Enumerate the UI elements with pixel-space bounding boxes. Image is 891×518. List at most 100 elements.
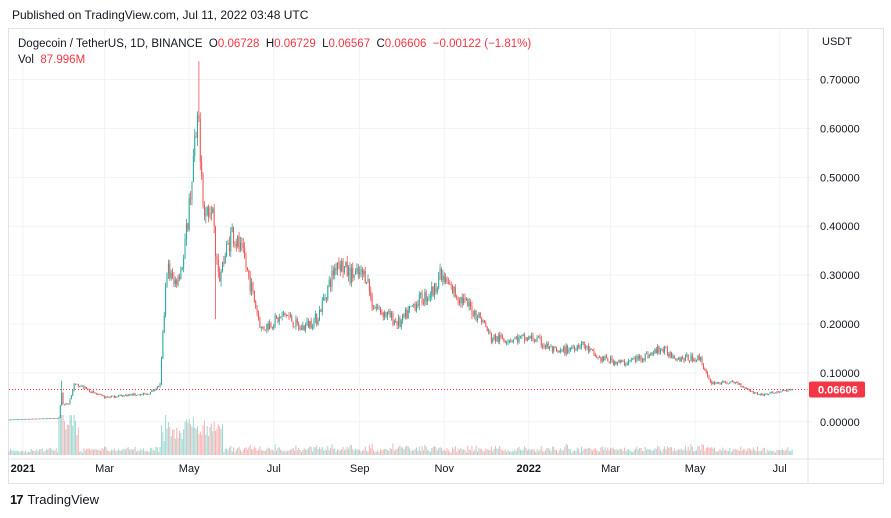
volume-bar [23,452,25,455]
volume-bar [693,451,695,455]
volume-bar [165,415,167,455]
volume-bar [788,451,790,455]
volume-bar [41,448,43,455]
volume-bar [166,428,168,455]
volume-bar [434,446,436,455]
volume-bar [440,448,442,455]
candle [26,418,28,420]
candle [368,278,370,297]
volume-bar [414,448,416,455]
candle [420,292,422,299]
candle [665,346,667,349]
candle [317,317,319,326]
volume-bar [424,444,426,455]
candle [47,418,49,420]
candle [294,326,296,328]
candle [598,355,600,358]
candle [298,321,300,331]
volume-bar [360,451,362,455]
volume-bar [43,452,45,455]
volume-bar [510,451,512,455]
candle [403,312,405,319]
volume-bar [339,450,341,455]
candle [637,354,639,361]
volume-bar [30,448,32,455]
candle [44,418,46,420]
volume-bar [246,449,248,455]
volume-bar [763,447,765,455]
volume-bar [231,451,233,455]
candle [690,352,692,362]
volume-bar [679,449,681,455]
volume-bar [203,420,205,455]
candle [472,310,474,318]
volume-bar [450,452,452,455]
candle [264,329,266,331]
candle [54,418,56,420]
candle [736,381,738,384]
volume-bar [456,451,458,455]
tradingview-brand[interactable]: 17 TradingView [10,492,99,507]
candle [691,352,693,363]
candle [705,368,707,374]
candle [719,382,721,385]
candle [501,333,503,340]
volume-bar [328,450,330,455]
volume-bar [449,451,451,455]
volume-bar [500,449,502,455]
candle [179,273,180,282]
volume-bar [219,426,221,455]
volume-bar [334,448,336,455]
volume-bar [313,447,315,455]
candle [780,390,782,393]
volume-bar [611,448,613,455]
volume-bar [639,448,641,455]
volume-bar [417,450,419,455]
candle [220,268,222,287]
candle [300,324,302,330]
volume-bar [406,445,408,455]
volume-bar [748,448,750,455]
volume-bar [101,448,103,455]
candle [260,326,262,332]
candle [571,345,573,350]
candle [41,418,43,420]
candle [357,263,359,280]
candle [381,309,383,316]
candle [188,193,190,232]
volume-bar [320,449,322,455]
candle [162,329,164,360]
volume-bar [586,448,588,455]
volume-bar [44,450,46,455]
open-value: 0.06728 [217,38,260,50]
volume-bar [109,451,111,455]
volume-bar [180,433,182,455]
candle [127,393,129,397]
candle [43,418,45,420]
volume-bar [635,448,636,455]
candle [564,344,566,356]
volume-bar [111,449,113,455]
volume-bar [596,449,598,455]
candle [382,311,384,321]
volume-bar [170,436,172,455]
volume-bar [676,449,678,455]
volume-bar [689,450,691,455]
volume-bar [687,446,689,455]
candle [356,263,358,275]
y-tick-label: 0.00000 [820,417,860,429]
candle [410,305,412,307]
volume-bar [587,448,589,455]
volume-bar [241,451,243,455]
volume-bar [381,450,383,455]
candle [388,309,390,315]
volume-bar [69,415,71,455]
volume-bar [324,450,326,455]
volume-bar [295,445,297,455]
chart-frame[interactable] [8,28,884,484]
volume-bar [657,445,659,455]
candle [202,172,204,209]
volume-bar [142,448,144,455]
candle [610,355,612,364]
